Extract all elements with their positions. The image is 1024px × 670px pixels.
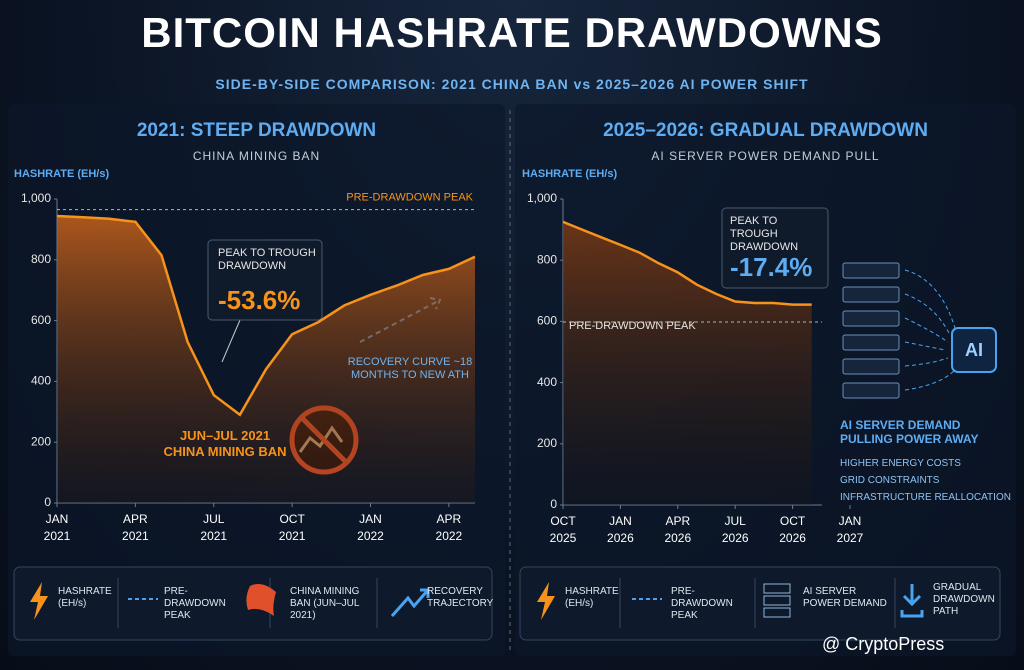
pointer bbox=[221, 319, 241, 363]
bolt-icon bbox=[537, 582, 555, 620]
panel-subtitle: CHINA MINING BAN bbox=[192, 149, 321, 163]
legend-entry: RECOVERY TRAJECTORY bbox=[427, 586, 494, 609]
subtitle: SIDE-BY-SIDE COMPARISON: 2021 CHINA BAN … bbox=[215, 76, 809, 92]
line bbox=[562, 220, 812, 306]
y-tick-label: 200 bbox=[31, 434, 51, 448]
legend-entry: AI SERVER POWER DEMAND bbox=[803, 586, 887, 609]
bolt-icon bbox=[30, 582, 48, 620]
server-icon bbox=[763, 583, 791, 618]
y-tick-label: 800 bbox=[31, 252, 51, 266]
callout-value: -17.4% bbox=[730, 252, 813, 282]
x-tick-label: APR 2021 bbox=[122, 512, 149, 543]
x-tick-label: JUL 2026 bbox=[722, 514, 749, 545]
line bbox=[56, 214, 476, 417]
callout-label: PEAK TO TROUGH DRAWDOWN bbox=[218, 247, 316, 273]
flow-arrows bbox=[904, 269, 956, 391]
legend-entry: HASHRATE (EH/s) bbox=[565, 586, 619, 609]
y-tick-label: 400 bbox=[31, 374, 51, 388]
servers bbox=[842, 262, 900, 399]
ai-chip bbox=[951, 327, 997, 373]
panel-title: 2025–2026: GRADUAL DRAWDOWN bbox=[603, 120, 928, 141]
callout-value: -53.6% bbox=[218, 285, 301, 315]
area bbox=[563, 221, 812, 505]
panel-title: 2021: STEEP DRAWDOWN bbox=[136, 120, 377, 141]
legend-entry: PRE-DRAWDOWN PEAK bbox=[671, 586, 733, 621]
ban-icon bbox=[246, 584, 276, 616]
x-tick-label: JAN 2027 bbox=[837, 514, 864, 545]
watermark: @ CryptoPress bbox=[822, 634, 945, 654]
legend-entry: HASHRATE (EH/s) bbox=[58, 586, 112, 609]
panel-subtitle: AI SERVER POWER DEMAND PULL bbox=[651, 149, 880, 163]
x-tick-label: APR 2022 bbox=[436, 512, 463, 543]
legend-entry: CHINA MINING BAN (JUN–JUL 2021) bbox=[290, 586, 360, 621]
legend-box bbox=[519, 566, 1001, 641]
y-tick-label: 1,000 bbox=[527, 191, 557, 205]
side-point: GRID CONSTRAINTS bbox=[840, 475, 940, 486]
side-point: HIGHER ENERGY COSTS bbox=[840, 458, 961, 469]
x-tick-label: JAN 2026 bbox=[607, 514, 634, 545]
x-tick-label: OCT 2025 bbox=[550, 514, 577, 545]
callout-label: PEAK TO TROUGH DRAWDOWN bbox=[730, 215, 799, 254]
y-tick-label: 1,000 bbox=[21, 191, 51, 205]
y-axis-label: HASHRATE (EH/s) bbox=[14, 168, 110, 180]
reference-label: PRE-DRAWDOWN PEAK bbox=[569, 320, 696, 332]
y-tick-label: 600 bbox=[31, 313, 51, 327]
x-tick-label: APR 2026 bbox=[664, 514, 691, 545]
x-tick-label: OCT 2021 bbox=[279, 512, 306, 543]
download-icon bbox=[900, 584, 924, 618]
reference-label: PRE-DRAWDOWN PEAK bbox=[346, 192, 473, 204]
title: BITCOIN HASHRATE DRAWDOWNS bbox=[141, 9, 883, 56]
y-tick-label: 400 bbox=[537, 375, 557, 389]
y-axis-label: HASHRATE (EH/s) bbox=[522, 168, 618, 180]
legend-dividers bbox=[117, 578, 896, 628]
y-tick-label: 0 bbox=[550, 497, 557, 511]
callout-box bbox=[721, 207, 829, 289]
ai-badge: AI bbox=[965, 340, 983, 360]
y-tick-label: 600 bbox=[537, 314, 557, 328]
y-tick-label: 200 bbox=[537, 436, 557, 450]
x-tick-label: JAN 2022 bbox=[357, 512, 384, 543]
event-label: JUN–JUL 2021 CHINA MINING BAN bbox=[163, 428, 287, 459]
arrow-icon bbox=[390, 588, 430, 617]
legend-entry: GRADUAL DRAWDOWN PATH bbox=[933, 582, 995, 617]
y-tick-label: 800 bbox=[537, 252, 557, 266]
area bbox=[57, 216, 475, 503]
side-heading: AI SERVER DEMAND PULLING POWER AWAY bbox=[840, 418, 979, 447]
x-tick-label: JUL 2021 bbox=[200, 512, 227, 543]
x-tick-label: OCT 2026 bbox=[779, 514, 806, 545]
recovery-label: RECOVERY CURVE ~18 MONTHS TO NEW ATH bbox=[347, 356, 473, 382]
side-point: INFRASTRUCTURE REALLOCATION bbox=[840, 492, 1011, 503]
y-tick-label: 0 bbox=[44, 495, 51, 509]
callout-box bbox=[207, 239, 323, 321]
legend-entry: PRE-DRAWDOWN PEAK bbox=[164, 586, 226, 621]
x-tick-label: JAN 2021 bbox=[44, 512, 71, 543]
